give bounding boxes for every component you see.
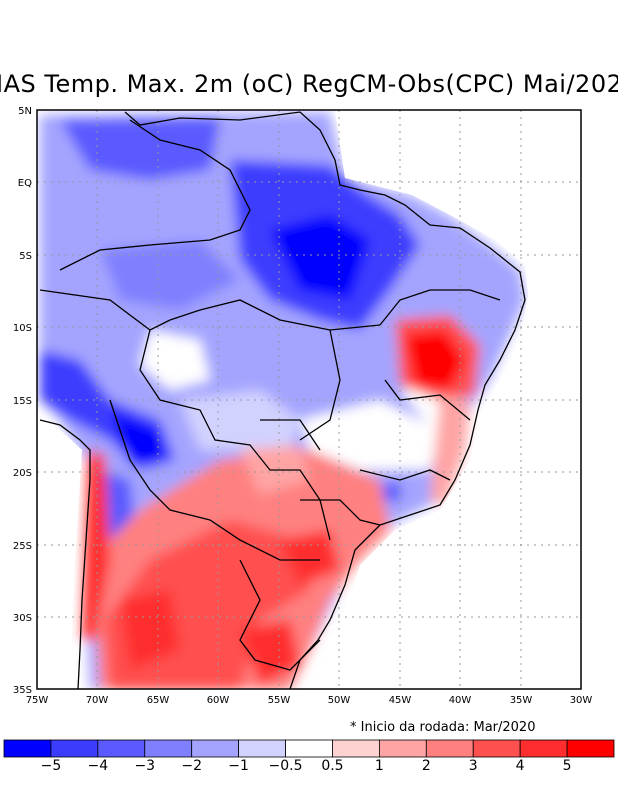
colorbar-swatch	[425, 739, 474, 758]
colorbar-swatch	[238, 739, 286, 758]
colorbar-swatch	[472, 739, 521, 758]
colorbar-label: −4	[87, 758, 109, 774]
goias-border	[299, 329, 341, 441]
anomaly-field	[37, 112, 581, 689]
colorbar-label: −3	[134, 758, 156, 774]
colorbar-label: 5	[562, 758, 572, 774]
lat-ticks: 5N EQ 5S 10S 15S 20S 25S 30S 35S	[13, 106, 32, 696]
lat-tick: 20S	[13, 468, 32, 479]
colorbar-label: 0.5	[321, 758, 344, 774]
lon-tick: 70W	[86, 695, 109, 706]
mato-grosso-border	[260, 419, 321, 451]
map-title: IAS Temp. Max. 2m (oC) RegCM-Obs(CPC) Ma…	[0, 70, 618, 110]
lon-tick: 30W	[570, 695, 593, 706]
lat-tick: 5S	[19, 251, 32, 262]
lon-tick: 45W	[389, 695, 412, 706]
borders	[39, 111, 526, 690]
colorbar-swatch	[97, 739, 146, 758]
atlantic-coastline	[124, 111, 526, 690]
lon-tick: 75W	[26, 695, 49, 706]
colorbar-swatch	[566, 739, 615, 758]
colorbar-label: −2	[181, 758, 203, 774]
lon-ticks: 75W 70W 65W 60W 55W 50W 45W 40W 35W 30W	[26, 695, 593, 706]
central-neutral	[300, 400, 440, 470]
uruguay-border	[239, 559, 321, 671]
parana-pos-max	[280, 530, 340, 585]
lon-tick: 50W	[328, 695, 351, 706]
colorbar-label: 3	[468, 758, 478, 774]
colorbar-swatch	[50, 739, 99, 758]
run-start-note: * Inicio da rodada: Mar/2020	[350, 720, 536, 735]
colorbar-label: 1	[374, 758, 384, 774]
colorbar	[3, 739, 615, 758]
pacific-mask	[37, 420, 82, 689]
colorbar-swatch	[3, 739, 52, 758]
minas-border	[359, 469, 451, 481]
east-coast-pos	[430, 395, 470, 505]
amazon-neg-max	[270, 215, 370, 300]
colorbar-label: 2	[421, 758, 431, 774]
rondonia-neutral	[140, 330, 210, 390]
colorbar-swatch	[332, 739, 380, 758]
colorbar-swatch	[519, 739, 568, 758]
colorbar-label: −5	[40, 758, 62, 774]
plot-frame	[36, 109, 582, 690]
colorbar-swatch	[285, 739, 333, 758]
lon-tick: 40W	[449, 695, 472, 706]
bolivia-neg-max	[110, 410, 165, 465]
lat-tick: 10S	[13, 323, 32, 334]
lat-tick: EQ	[18, 178, 32, 189]
bolivia-paraguay-border	[139, 329, 331, 541]
lon-tick: 55W	[268, 695, 291, 706]
colorbar-swatch	[144, 739, 193, 758]
sao-paulo-border	[300, 499, 381, 526]
lat-tick: 15S	[13, 396, 32, 407]
lon-tick: 65W	[147, 695, 170, 706]
lon-tick: 60W	[207, 695, 230, 706]
colorbar-label: −1	[228, 758, 249, 774]
pacific-coastline	[39, 419, 91, 690]
northeast-border	[379, 289, 501, 326]
colorbar-swatch	[191, 739, 240, 758]
colorbar-label: 4	[515, 758, 525, 774]
bahia-border	[384, 379, 471, 421]
map-title-text: IAS Temp. Max. 2m (oC) RegCM-Obs(CPC) Ma…	[0, 70, 618, 98]
mato-grosso-light	[180, 390, 300, 450]
lat-tick: 25S	[13, 541, 32, 552]
northeast-pos-max	[405, 330, 465, 390]
north-neg	[60, 118, 220, 180]
lon-tick: 35W	[510, 695, 533, 706]
amazon-south-border	[39, 289, 381, 331]
lat-tick: 30S	[13, 613, 32, 624]
argentina-pos-max	[120, 590, 180, 670]
minas-neg-spot	[382, 482, 402, 502]
colorbar-label: −0.5	[268, 758, 303, 774]
ocean-mask	[330, 112, 581, 689]
colorbar-swatch	[378, 739, 427, 758]
lat-tick: 35S	[13, 685, 32, 696]
west-amazon-neg	[100, 240, 240, 310]
colombia-peru-border	[59, 119, 251, 271]
lat-tick: 5N	[18, 106, 32, 117]
chaco-border	[109, 399, 320, 561]
